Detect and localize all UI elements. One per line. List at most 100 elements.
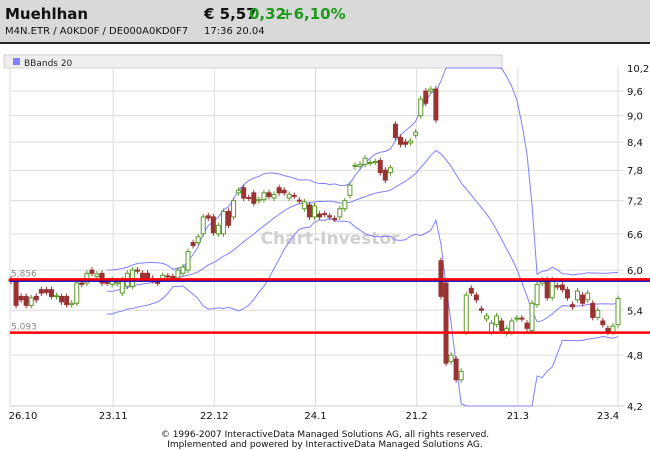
candle-body bbox=[413, 131, 419, 136]
candle-body bbox=[529, 302, 535, 332]
candle-body bbox=[377, 160, 383, 174]
candle-body bbox=[489, 322, 495, 333]
candle-body bbox=[610, 325, 616, 333]
candle-body bbox=[443, 282, 449, 364]
candle-body bbox=[226, 210, 232, 226]
candle-body bbox=[246, 197, 252, 200]
candle-body bbox=[433, 88, 439, 121]
candle-body bbox=[595, 309, 601, 318]
candle-body bbox=[514, 317, 520, 320]
quote-time: 17:36 20.04 bbox=[204, 26, 265, 37]
candle-body bbox=[28, 297, 34, 306]
candle-body bbox=[276, 187, 282, 194]
legend-swatch bbox=[13, 58, 20, 65]
candle-body bbox=[322, 213, 328, 216]
candle-body bbox=[397, 136, 403, 145]
candle-body bbox=[372, 160, 378, 163]
stock-identifiers: M4N.ETR / A0KD0F / DE000A0KD0F7 bbox=[5, 26, 189, 37]
candle-body bbox=[453, 358, 459, 381]
candle-body bbox=[387, 167, 393, 174]
candle-body bbox=[499, 320, 505, 332]
candle-body bbox=[231, 200, 237, 218]
candle-body bbox=[590, 302, 596, 318]
candle-body bbox=[205, 215, 211, 219]
candle-body bbox=[140, 272, 146, 279]
candle-body bbox=[483, 315, 489, 320]
horizontal-line-label: 5,856 bbox=[11, 269, 37, 279]
y-tick-label: 5,4 bbox=[627, 306, 643, 317]
candle-body bbox=[13, 280, 19, 306]
candle-body bbox=[134, 269, 140, 272]
candle-body bbox=[524, 322, 530, 329]
x-tick-label: 21.2 bbox=[406, 411, 428, 422]
candle-body bbox=[296, 199, 302, 202]
candle-body bbox=[271, 193, 277, 199]
last-price: € 5,57 bbox=[204, 5, 257, 23]
candle-body bbox=[382, 169, 388, 181]
candle-body bbox=[494, 315, 500, 326]
candle-body bbox=[59, 295, 65, 303]
powered-by-line: Implemented and powered by InteractiveDa… bbox=[167, 440, 483, 450]
bband-lower-line bbox=[107, 217, 619, 407]
candle-body bbox=[200, 216, 206, 235]
candle-body bbox=[170, 276, 176, 279]
y-tick-label: 6,0 bbox=[627, 266, 643, 277]
candle-body bbox=[312, 205, 317, 218]
copyright-line: © 1996-2007 InteractiveData Managed Solu… bbox=[160, 430, 490, 440]
candle-body bbox=[145, 272, 151, 279]
candle-body bbox=[317, 213, 323, 218]
candle-body bbox=[306, 204, 312, 218]
x-tick-label: 23.4 bbox=[597, 411, 619, 422]
watermark: Chart-Investor bbox=[261, 229, 401, 249]
candle-body bbox=[580, 294, 586, 304]
x-tick-label: 26.10 bbox=[9, 411, 38, 422]
candle-body bbox=[544, 279, 550, 299]
price-change: 0,32 bbox=[249, 5, 287, 23]
candle-body bbox=[104, 281, 110, 284]
candle-body bbox=[241, 187, 247, 199]
candle-body bbox=[463, 294, 469, 333]
candle-body bbox=[286, 193, 292, 199]
candle-body bbox=[74, 282, 80, 304]
candle-body bbox=[559, 284, 565, 291]
candle-body bbox=[569, 304, 575, 308]
candle-body bbox=[43, 289, 49, 293]
candle-body bbox=[554, 285, 560, 288]
candle-body bbox=[408, 140, 414, 144]
x-tick-label: 23.11 bbox=[99, 411, 128, 422]
candle-body bbox=[585, 292, 591, 301]
price-change-percent: +6,10% bbox=[281, 5, 346, 23]
y-tick-label: 4,8 bbox=[627, 351, 643, 362]
candle-body bbox=[458, 370, 464, 381]
candle-body bbox=[165, 275, 171, 278]
legend-bar bbox=[3, 54, 503, 69]
x-tick-label: 24.1 bbox=[304, 411, 326, 422]
candle-body bbox=[195, 236, 201, 244]
candle-body bbox=[418, 98, 424, 117]
candle-body bbox=[281, 189, 287, 194]
y-tick-label: 7,2 bbox=[627, 197, 643, 208]
y-tick-label: 8,4 bbox=[627, 138, 643, 149]
candle-body bbox=[428, 88, 434, 92]
y-tick-label: 7,8 bbox=[627, 166, 643, 177]
candle-body bbox=[175, 269, 181, 279]
y-tick-label: 6,6 bbox=[627, 230, 643, 241]
candle-body bbox=[549, 279, 555, 299]
candle-body bbox=[251, 192, 257, 204]
candle-body bbox=[468, 287, 474, 294]
candle-body bbox=[423, 90, 429, 104]
candle-body bbox=[94, 273, 100, 278]
legend-label: BBands 20 bbox=[24, 59, 73, 69]
y-tick-label: 4,2 bbox=[627, 402, 643, 413]
candle-body bbox=[392, 123, 398, 138]
candle-body bbox=[367, 161, 373, 164]
candle-body bbox=[301, 201, 307, 210]
candle-body bbox=[600, 320, 606, 326]
candle-body bbox=[180, 266, 186, 274]
candle-body bbox=[190, 242, 196, 247]
candle-body bbox=[342, 200, 348, 210]
candle-body bbox=[48, 289, 54, 297]
candle-body bbox=[478, 308, 484, 311]
candle-body bbox=[291, 194, 297, 197]
